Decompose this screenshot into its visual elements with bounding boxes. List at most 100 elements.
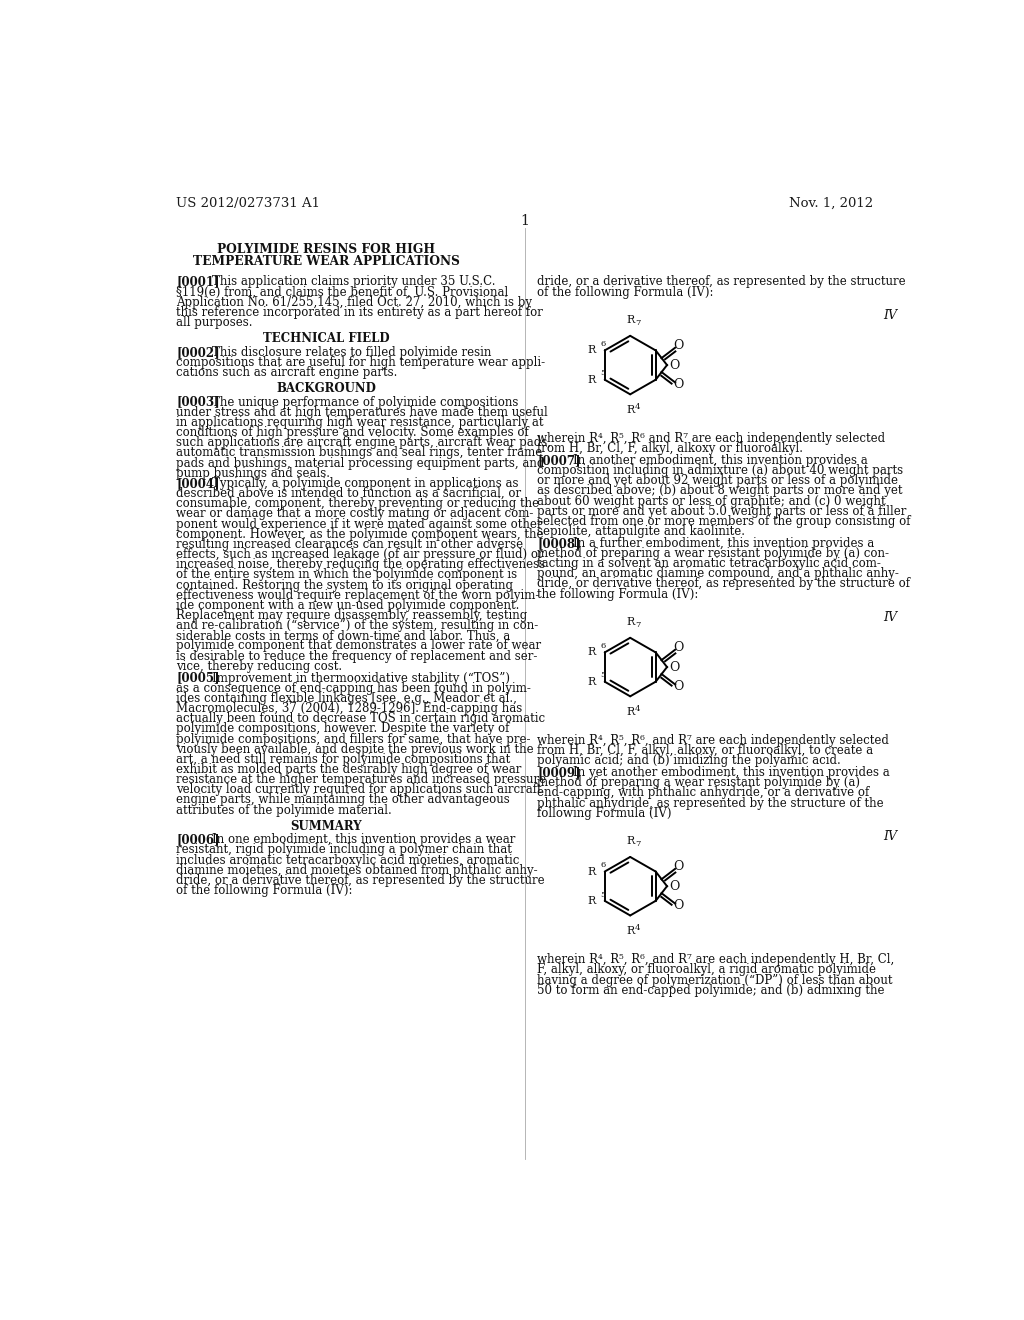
Text: [0004]: [0004] [176,477,219,490]
Text: [0001]: [0001] [176,276,219,289]
Text: consumable, component, thereby preventing or reducing the: consumable, component, thereby preventin… [176,498,540,511]
Text: selected from one or more members of the group consisting of: selected from one or more members of the… [538,515,910,528]
Text: art, a need still remains for polyimide compositions that: art, a need still remains for polyimide … [176,752,510,766]
Text: wherein R⁴, R⁵, R⁶, and R⁷ are each independently selected: wherein R⁴, R⁵, R⁶, and R⁷ are each inde… [538,734,889,747]
Text: This disclosure relates to filled polyimide resin: This disclosure relates to filled polyim… [212,346,492,359]
Text: component. However, as the polyimide component wears, the: component. However, as the polyimide com… [176,528,544,541]
Text: such applications are aircraft engine parts, aircraft wear pads,: such applications are aircraft engine pa… [176,436,551,449]
Text: the following Formula (IV):: the following Formula (IV): [538,587,698,601]
Text: [0007]: [0007] [538,454,581,467]
Text: contained. Restoring the system to its original operating: contained. Restoring the system to its o… [176,578,513,591]
Text: O: O [673,861,683,873]
Text: [0005]: [0005] [176,672,219,685]
Text: O: O [670,660,680,673]
Text: or more and yet about 92 weight parts or less of a polyimide: or more and yet about 92 weight parts or… [538,474,898,487]
Text: ides containing flexible linkages [see, e.g., Meador et al.,: ides containing flexible linkages [see, … [176,692,517,705]
Text: resistant, rigid polyimide including a polymer chain that: resistant, rigid polyimide including a p… [176,843,512,857]
Text: is desirable to reduce the frequency of replacement and ser-: is desirable to reduce the frequency of … [176,649,538,663]
Text: polyimide component that demonstrates a lower rate of wear: polyimide component that demonstrates a … [176,639,541,652]
Text: wherein R⁴, R⁵, R⁶ and R⁷ are each independently selected: wherein R⁴, R⁵, R⁶ and R⁷ are each indep… [538,432,886,445]
Text: dride, or a derivative thereof, as represented by the structure: dride, or a derivative thereof, as repre… [176,874,545,887]
Text: R: R [626,616,634,627]
Text: attributes of the polyimide material.: attributes of the polyimide material. [176,804,392,817]
Text: R: R [588,346,596,355]
Text: 6: 6 [601,861,606,870]
Text: R: R [588,677,596,686]
Text: 1: 1 [520,214,529,228]
Text: dride, or a derivative thereof, as represented by the structure: dride, or a derivative thereof, as repre… [538,276,906,289]
Text: [0003]: [0003] [176,396,220,409]
Text: wear or damage that a more costly mating or adjacent com-: wear or damage that a more costly mating… [176,507,534,520]
Text: R: R [588,647,596,657]
Text: In yet another embodiment, this invention provides a: In yet another embodiment, this inventio… [572,766,890,779]
Text: under stress and at high temperatures have made them useful: under stress and at high temperatures ha… [176,405,548,418]
Text: This application claims priority under 35 U.S.C.: This application claims priority under 3… [212,276,496,289]
Text: described above is intended to function as a sacrificial, or: described above is intended to function … [176,487,521,500]
Text: as described above; (b) about 8 weight parts or more and yet: as described above; (b) about 8 weight p… [538,484,903,498]
Text: polyamic acid; and (b) imidizing the polyamic acid.: polyamic acid; and (b) imidizing the pol… [538,755,841,767]
Text: 4: 4 [635,924,640,932]
Text: R: R [626,405,634,414]
Text: pump bushings and seals.: pump bushings and seals. [176,467,330,479]
Text: SUMMARY: SUMMARY [291,820,362,833]
Text: increased noise, thereby reducing the operating effectiveness: increased noise, thereby reducing the op… [176,558,545,572]
Text: siderable costs in terms of down-time and labor. Thus, a: siderable costs in terms of down-time an… [176,630,510,643]
Text: of the following Formula (IV):: of the following Formula (IV): [538,285,714,298]
Text: dride, or derivative thereof, as represented by the structure of: dride, or derivative thereof, as represe… [538,577,910,590]
Text: R: R [588,375,596,384]
Text: 5: 5 [601,672,606,680]
Text: TEMPERATURE WEAR APPLICATIONS: TEMPERATURE WEAR APPLICATIONS [193,256,460,268]
Text: Replacement may require disassembly, reassembly, testing: Replacement may require disassembly, rea… [176,609,527,622]
Text: method of preparing a wear resistant polyimide by (a) con-: method of preparing a wear resistant pol… [538,546,889,560]
Text: In another embodiment, this invention provides a: In another embodiment, this invention pr… [572,454,867,467]
Text: 50 to form an end-capped polyimide; and (b) admixing the: 50 to form an end-capped polyimide; and … [538,983,885,997]
Text: viously been available, and despite the previous work in the: viously been available, and despite the … [176,743,534,755]
Text: resulting increased clearances can result in other adverse: resulting increased clearances can resul… [176,537,523,550]
Text: compositions that are useful for high temperature wear appli-: compositions that are useful for high te… [176,356,545,368]
Text: [0008]: [0008] [538,537,581,549]
Text: tacting in a solvent an aromatic tetracarboxylic acid com-: tacting in a solvent an aromatic tetraca… [538,557,881,570]
Text: diamine moieties, and moieties obtained from phthalic anhy-: diamine moieties, and moieties obtained … [176,863,538,876]
Text: In a further embodiment, this invention provides a: In a further embodiment, this invention … [572,537,874,549]
Text: effectiveness would require replacement of the worn polyim-: effectiveness would require replacement … [176,589,540,602]
Text: Macromolecules, 37 (2004), 1289-1296]. End-capping has: Macromolecules, 37 (2004), 1289-1296]. E… [176,702,522,715]
Text: R: R [626,708,634,717]
Text: US 2012/0273731 A1: US 2012/0273731 A1 [176,197,321,210]
Text: 4: 4 [635,705,640,713]
Text: following Formula (IV): following Formula (IV) [538,807,672,820]
Text: O: O [673,899,683,912]
Text: sepiolite, attapulgite and kaolinite.: sepiolite, attapulgite and kaolinite. [538,525,745,539]
Text: wherein R⁴, R⁵, R⁶, and R⁷ are each independently H, Br, Cl,: wherein R⁴, R⁵, R⁶, and R⁷ are each inde… [538,953,894,966]
Text: vice, thereby reducing cost.: vice, thereby reducing cost. [176,660,342,673]
Text: ponent would experience if it were mated against some other: ponent would experience if it were mated… [176,517,543,531]
Text: resistance at the higher temperatures and increased pressure: resistance at the higher temperatures an… [176,774,546,787]
Text: O: O [670,359,680,371]
Text: Nov. 1, 2012: Nov. 1, 2012 [790,197,873,210]
Text: 6: 6 [601,341,606,348]
Text: R: R [588,866,596,876]
Text: end-capping, with phthalic anhydride, or a derivative of: end-capping, with phthalic anhydride, or… [538,787,869,800]
Text: as a consequence of end-capping has been found in polyim-: as a consequence of end-capping has been… [176,681,530,694]
Text: of the following Formula (IV):: of the following Formula (IV): [176,884,352,898]
Text: R: R [588,896,596,906]
Text: effects, such as increased leakage (of air pressure or fluid) or: effects, such as increased leakage (of a… [176,548,544,561]
Text: [0006]: [0006] [176,833,219,846]
Text: In one embodiment, this invention provides a wear: In one embodiment, this invention provid… [212,833,515,846]
Text: 7: 7 [635,841,640,849]
Text: IV: IV [883,830,897,843]
Text: from H, Br, Cl, F, alkyl, alkoxy, or fluoroalkyl, to create a: from H, Br, Cl, F, alkyl, alkoxy, or flu… [538,744,873,758]
Text: IV: IV [883,611,897,624]
Text: all purposes.: all purposes. [176,315,253,329]
Text: [0002]: [0002] [176,346,220,359]
Text: IV: IV [883,309,897,322]
Text: Application No. 61/255,145, filed Oct. 27, 2010, which is by: Application No. 61/255,145, filed Oct. 2… [176,296,532,309]
Text: automatic transmission bushings and seal rings, tenter frame: automatic transmission bushings and seal… [176,446,543,459]
Text: polyimide compositions, and fillers for same, that have pre-: polyimide compositions, and fillers for … [176,733,530,746]
Text: R: R [626,836,634,846]
Text: in applications requiring high wear resistance, particularly at: in applications requiring high wear resi… [176,416,544,429]
Text: conditions of high pressure and velocity. Some examples of: conditions of high pressure and velocity… [176,426,528,440]
Text: 5: 5 [601,370,606,378]
Text: O: O [673,379,683,391]
Text: actually been found to decrease TOS in certain rigid aromatic: actually been found to decrease TOS in c… [176,713,545,725]
Text: pound, an aromatic diamine compound, and a phthalic anhy-: pound, an aromatic diamine compound, and… [538,568,899,581]
